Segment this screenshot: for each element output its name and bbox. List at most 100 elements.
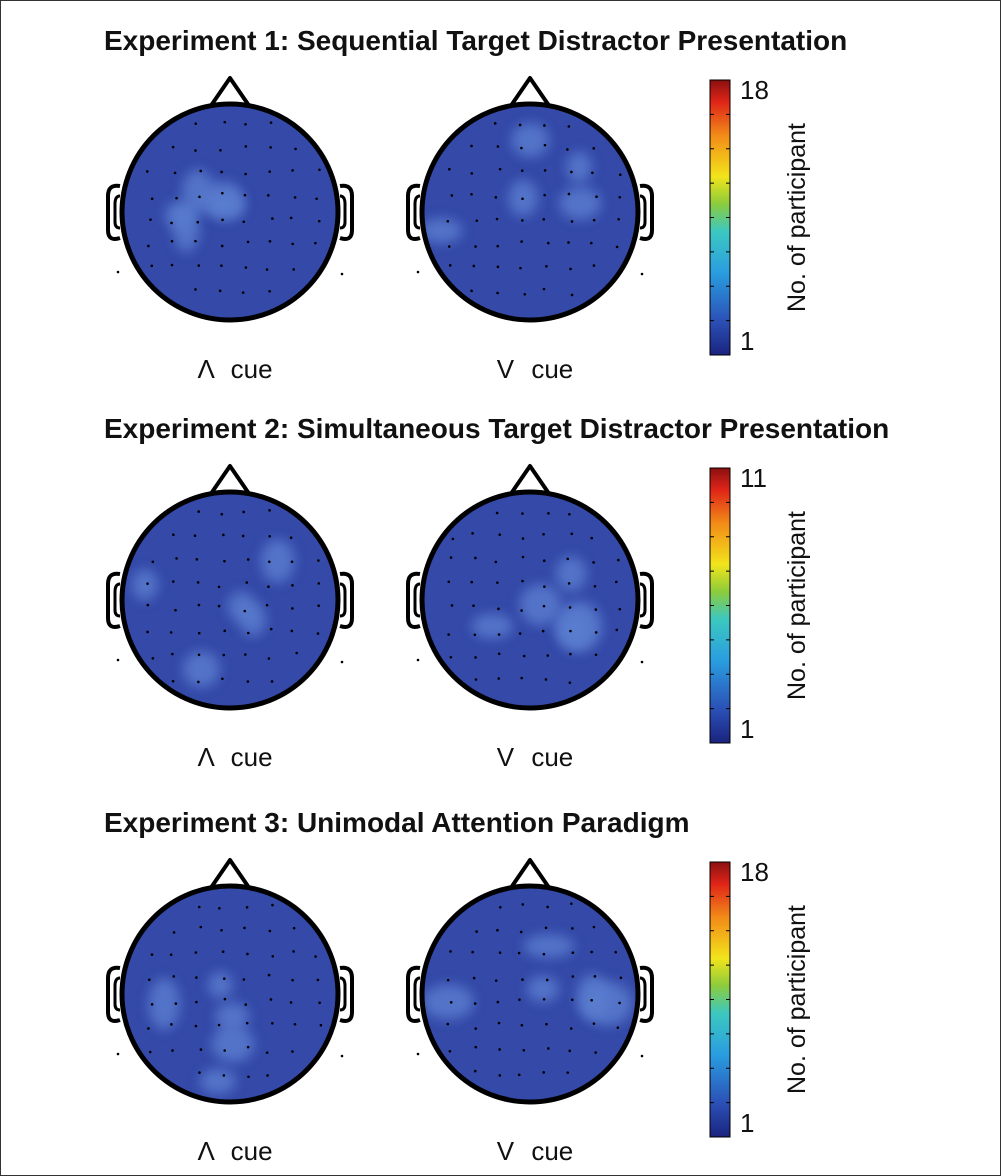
electrode <box>268 929 272 933</box>
electrode <box>294 147 297 151</box>
electrode <box>116 658 120 662</box>
colorbar-max: 11 <box>740 463 767 493</box>
electrode <box>150 264 154 268</box>
electrode <box>242 220 246 224</box>
head-outline <box>419 489 641 711</box>
ear-inner <box>413 582 421 618</box>
electrode <box>222 653 226 657</box>
electrode <box>221 950 225 953</box>
electrode <box>590 998 593 1002</box>
colorbar-min: 1 <box>740 326 754 356</box>
head-map <box>406 858 654 1105</box>
colorbar-min: 1 <box>740 714 754 744</box>
electrode <box>292 950 295 953</box>
electrode <box>169 953 173 956</box>
electrode <box>170 221 173 225</box>
electrode <box>495 217 499 221</box>
electrode <box>543 585 546 588</box>
blob <box>173 204 200 253</box>
electrode <box>569 629 572 633</box>
electrode <box>220 928 223 932</box>
electrode <box>220 170 223 174</box>
electrode <box>246 680 250 683</box>
electrode <box>194 149 197 152</box>
electrode <box>246 240 250 244</box>
electrode <box>496 291 499 295</box>
electrode <box>145 170 149 173</box>
electrode <box>521 512 524 515</box>
electrode <box>449 655 453 659</box>
nose <box>506 76 554 112</box>
electrode <box>547 1047 550 1050</box>
blob <box>519 584 562 626</box>
electrode <box>472 976 476 980</box>
electrode <box>267 973 271 977</box>
electrode <box>542 952 546 956</box>
electrode <box>242 978 246 981</box>
electrode <box>474 245 477 248</box>
electrode <box>268 170 272 173</box>
electrode <box>194 122 198 125</box>
nose <box>506 464 554 500</box>
electrode <box>450 194 454 197</box>
electrode <box>590 950 593 954</box>
electrode <box>197 653 201 657</box>
head-outline <box>419 101 641 323</box>
electrode <box>150 197 154 201</box>
electrode <box>319 1023 323 1027</box>
electrode <box>314 241 317 245</box>
electrode <box>246 631 250 635</box>
electrode <box>314 955 317 958</box>
electrode <box>518 632 522 635</box>
head-outline <box>119 883 341 1105</box>
electrode <box>116 1052 120 1056</box>
electrode <box>594 631 598 634</box>
electrode <box>545 264 548 268</box>
electrode <box>268 560 271 564</box>
electrode <box>640 1054 644 1058</box>
electrode <box>497 633 501 636</box>
electrode <box>223 559 226 563</box>
electrode <box>291 169 294 172</box>
electrode <box>523 292 527 296</box>
electrode <box>474 1045 478 1049</box>
electrode <box>317 559 320 562</box>
electrode <box>496 265 500 269</box>
blobs <box>131 539 295 688</box>
electrode <box>197 603 201 607</box>
electrode <box>449 1001 453 1004</box>
electrode <box>147 978 151 982</box>
blob <box>182 651 220 688</box>
electrode <box>446 1022 450 1026</box>
electrode <box>591 171 594 175</box>
electrode <box>244 123 247 126</box>
electrode <box>416 1052 420 1056</box>
electrode <box>475 930 478 933</box>
electrode <box>171 580 175 583</box>
electrode <box>592 1022 596 1025</box>
electrode <box>199 169 203 173</box>
electrode <box>196 581 200 584</box>
electrode <box>472 604 475 607</box>
electrode <box>543 193 546 197</box>
electrode <box>497 1021 501 1025</box>
electrode <box>172 931 176 934</box>
electrode <box>198 1071 201 1074</box>
electrode <box>614 950 618 954</box>
electrode <box>520 169 524 172</box>
electrode <box>595 195 598 199</box>
blobs <box>148 971 255 1095</box>
electrode <box>269 146 272 149</box>
electrode <box>567 582 571 585</box>
electrode <box>517 1073 521 1077</box>
electrode <box>592 264 596 267</box>
electrode <box>498 533 502 536</box>
electrode <box>522 654 526 658</box>
electrode <box>147 1027 150 1030</box>
electrode <box>170 263 174 267</box>
electrode <box>291 584 294 587</box>
panel-title: Experiment 3: Unimodal Attention Paradig… <box>104 807 689 838</box>
electrode <box>570 220 574 223</box>
electrode <box>268 534 271 538</box>
electrode <box>592 561 595 564</box>
